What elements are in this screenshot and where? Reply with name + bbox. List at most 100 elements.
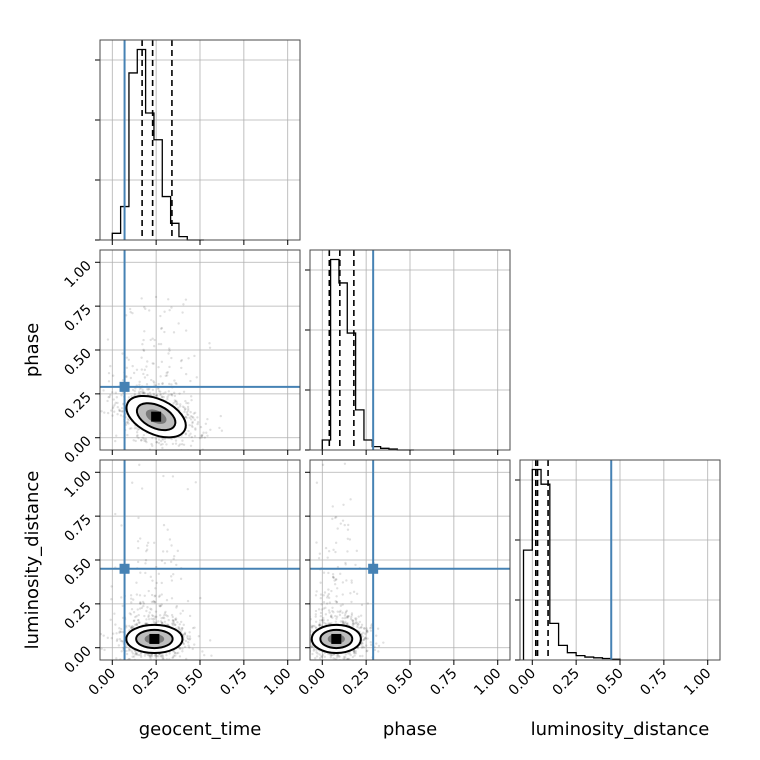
sample-point [183, 452, 185, 454]
sample-point [115, 632, 118, 635]
sample-point [134, 650, 137, 653]
sample-point [144, 571, 147, 575]
sample-point [321, 463, 325, 467]
sample-point [344, 612, 347, 615]
y-tick-label: 0.00 [61, 433, 94, 466]
sample-point [319, 611, 323, 615]
sample-point [353, 650, 356, 653]
sample-point [159, 443, 163, 446]
sample-point [168, 663, 170, 665]
sample-point [186, 413, 189, 416]
sample-point [315, 651, 318, 654]
density-peak [331, 633, 342, 644]
sample-point [143, 654, 147, 657]
sample-point [184, 415, 188, 419]
sample-point [166, 395, 169, 399]
sample-point [360, 623, 364, 627]
histogram-step [522, 468, 621, 660]
sample-point [157, 654, 160, 658]
sample-point [187, 409, 190, 412]
sample-point [301, 630, 303, 632]
sample-point [164, 391, 167, 394]
sample-point [155, 654, 159, 658]
sample-point [181, 647, 184, 650]
sample-point [375, 634, 378, 637]
sample-point [136, 434, 139, 437]
sample-point [365, 650, 368, 653]
sample-point [318, 623, 321, 626]
sample-point [181, 609, 185, 613]
scatter-body [100, 460, 300, 673]
sample-point [135, 623, 138, 626]
sample-point [140, 368, 144, 371]
sample-point [115, 396, 119, 399]
sample-point [302, 657, 304, 659]
sample-point [334, 672, 336, 674]
sample-point [112, 632, 115, 635]
sample-point [144, 439, 147, 443]
sample-point [172, 622, 175, 625]
sample-point [341, 616, 344, 620]
sample-point [341, 621, 345, 624]
sample-point [188, 638, 191, 641]
sample-point [144, 307, 147, 311]
sample-point [127, 396, 131, 399]
sample-point [160, 360, 164, 364]
sample-point [136, 653, 139, 657]
sample-point [353, 654, 356, 657]
sample-point [347, 615, 351, 618]
sample-point [351, 655, 355, 659]
sample-point [117, 644, 121, 647]
sample-point [137, 618, 140, 622]
sample-point [115, 657, 118, 660]
sample-point [170, 306, 173, 309]
sample-point [135, 581, 138, 584]
sample-point [335, 615, 339, 618]
sample-point [206, 434, 209, 437]
sample-point [125, 626, 128, 629]
sample-point [170, 613, 174, 617]
sample-point [135, 622, 139, 625]
sample-point [344, 561, 347, 565]
sample-point [134, 615, 137, 619]
sample-point [178, 626, 181, 630]
sample-point [187, 644, 190, 647]
sample-point [112, 405, 115, 408]
sample-point [186, 637, 190, 641]
sample-point [119, 414, 123, 417]
sample-point [165, 550, 169, 553]
sample-point [187, 357, 190, 360]
sample-point [318, 656, 322, 660]
sample-point [112, 374, 115, 377]
sample-point [170, 579, 174, 582]
sample-point [145, 548, 149, 551]
sample-point [349, 617, 353, 621]
sample-point [115, 639, 119, 643]
sample-point [93, 416, 95, 418]
sample-point [182, 303, 185, 306]
sample-point [172, 557, 175, 561]
sample-point [142, 372, 145, 376]
sample-point [164, 610, 167, 614]
sample-point [319, 614, 322, 618]
sample-point [359, 614, 363, 617]
sample-point [186, 634, 189, 638]
sample-point [147, 618, 151, 621]
sample-point [152, 541, 156, 545]
sample-point [114, 512, 117, 516]
sample-point [183, 671, 185, 673]
sample-point [159, 390, 162, 394]
sample-point [330, 614, 333, 617]
sample-point [165, 371, 168, 375]
sample-point [332, 576, 335, 580]
sample-point [314, 620, 318, 624]
sample-point [155, 441, 158, 444]
sample-point [175, 662, 177, 664]
sample-point [163, 330, 166, 334]
sample-point [318, 624, 321, 627]
sample-point [162, 474, 165, 478]
sample-point [166, 397, 169, 401]
y-axis-label-phase: phase [22, 323, 43, 377]
sample-point [331, 653, 334, 657]
